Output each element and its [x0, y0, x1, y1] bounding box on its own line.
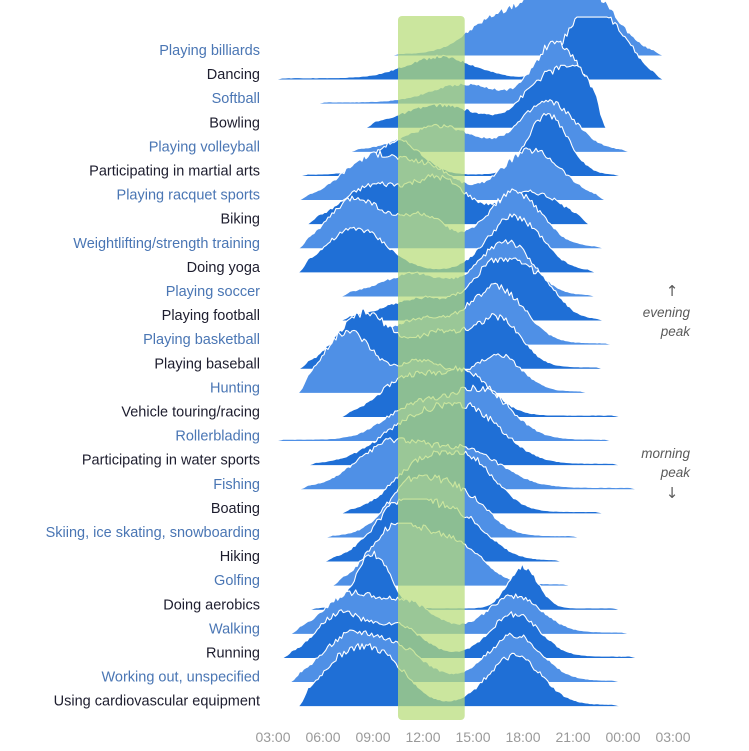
midday-highlight-band — [398, 16, 465, 720]
activity-label-9: Doing yoga — [187, 260, 261, 276]
ridge-layer — [272, 0, 666, 708]
activity-label-11: Playing football — [162, 308, 260, 324]
activity-label-20: Skiing, ice skating, snowboarding — [46, 525, 260, 541]
activity-label-25: Running — [206, 646, 260, 662]
activity-label-27: Using cardiovascular equipment — [54, 694, 260, 710]
evening-annotation-line-2: peak — [660, 324, 692, 339]
activity-label-6: Playing racquet sports — [117, 188, 260, 204]
x-tick-label-5: 18:00 — [505, 729, 540, 745]
x-tick-label-0: 03:00 — [255, 729, 290, 745]
activity-labels: Playing billiards Dancing Softball Bowling P… — [46, 43, 261, 710]
evening-annotation-line-1: evening — [643, 305, 691, 320]
ridge-23 — [305, 550, 624, 611]
morning-annotation-line-1: morning — [641, 446, 690, 461]
up-arrow-icon: ↑ — [666, 282, 679, 300]
x-tick-label-7: 00:00 — [605, 729, 640, 745]
x-axis-ticks: 03:00 06:00 09:00 12:00 15:00 18:00 21:00 00:00… — [255, 729, 690, 745]
evening-peak-annotation: ↑ evening peak — [643, 282, 692, 339]
activity-label-26: Working out, unspecified — [101, 670, 260, 686]
x-tick-label-8: 03:00 — [655, 729, 690, 745]
activity-label-18: Fishing — [213, 477, 260, 493]
activity-label-1: Dancing — [207, 67, 260, 83]
activity-label-8: Weightlifting/strength training — [73, 236, 260, 252]
activity-label-10: Playing soccer — [166, 284, 260, 300]
activity-label-22: Golfing — [214, 573, 260, 589]
morning-annotation-line-2: peak — [660, 465, 692, 480]
activity-label-4: Playing volleyball — [149, 139, 260, 155]
activity-label-23: Doing aerobics — [163, 597, 260, 613]
x-tick-label-1: 06:00 — [305, 729, 340, 745]
activity-label-24: Walking — [209, 621, 260, 637]
activity-label-5: Participating in martial arts — [89, 164, 260, 180]
activity-label-7: Biking — [221, 212, 261, 228]
activity-label-14: Hunting — [210, 380, 260, 396]
activity-label-17: Participating in water sports — [82, 453, 260, 469]
activity-label-0: Playing billiards — [159, 43, 260, 59]
activity-label-2: Softball — [212, 91, 260, 107]
activity-label-12: Playing basketball — [143, 332, 260, 348]
x-tick-label-2: 09:00 — [355, 729, 390, 745]
activity-label-15: Vehicle touring/racing — [121, 405, 260, 421]
activity-label-19: Boating — [211, 501, 260, 517]
down-arrow-icon: ↓ — [666, 484, 679, 502]
activity-label-21: Hiking — [220, 549, 260, 565]
activity-label-16: Rollerblading — [175, 429, 260, 445]
activity-label-3: Bowling — [209, 115, 260, 131]
x-tick-label-3: 12:00 — [405, 729, 440, 745]
x-tick-label-4: 15:00 — [455, 729, 490, 745]
morning-peak-annotation: morning peak ↓ — [641, 446, 691, 502]
activity-label-13: Playing baseball — [154, 356, 260, 372]
x-tick-label-6: 21:00 — [555, 729, 590, 745]
